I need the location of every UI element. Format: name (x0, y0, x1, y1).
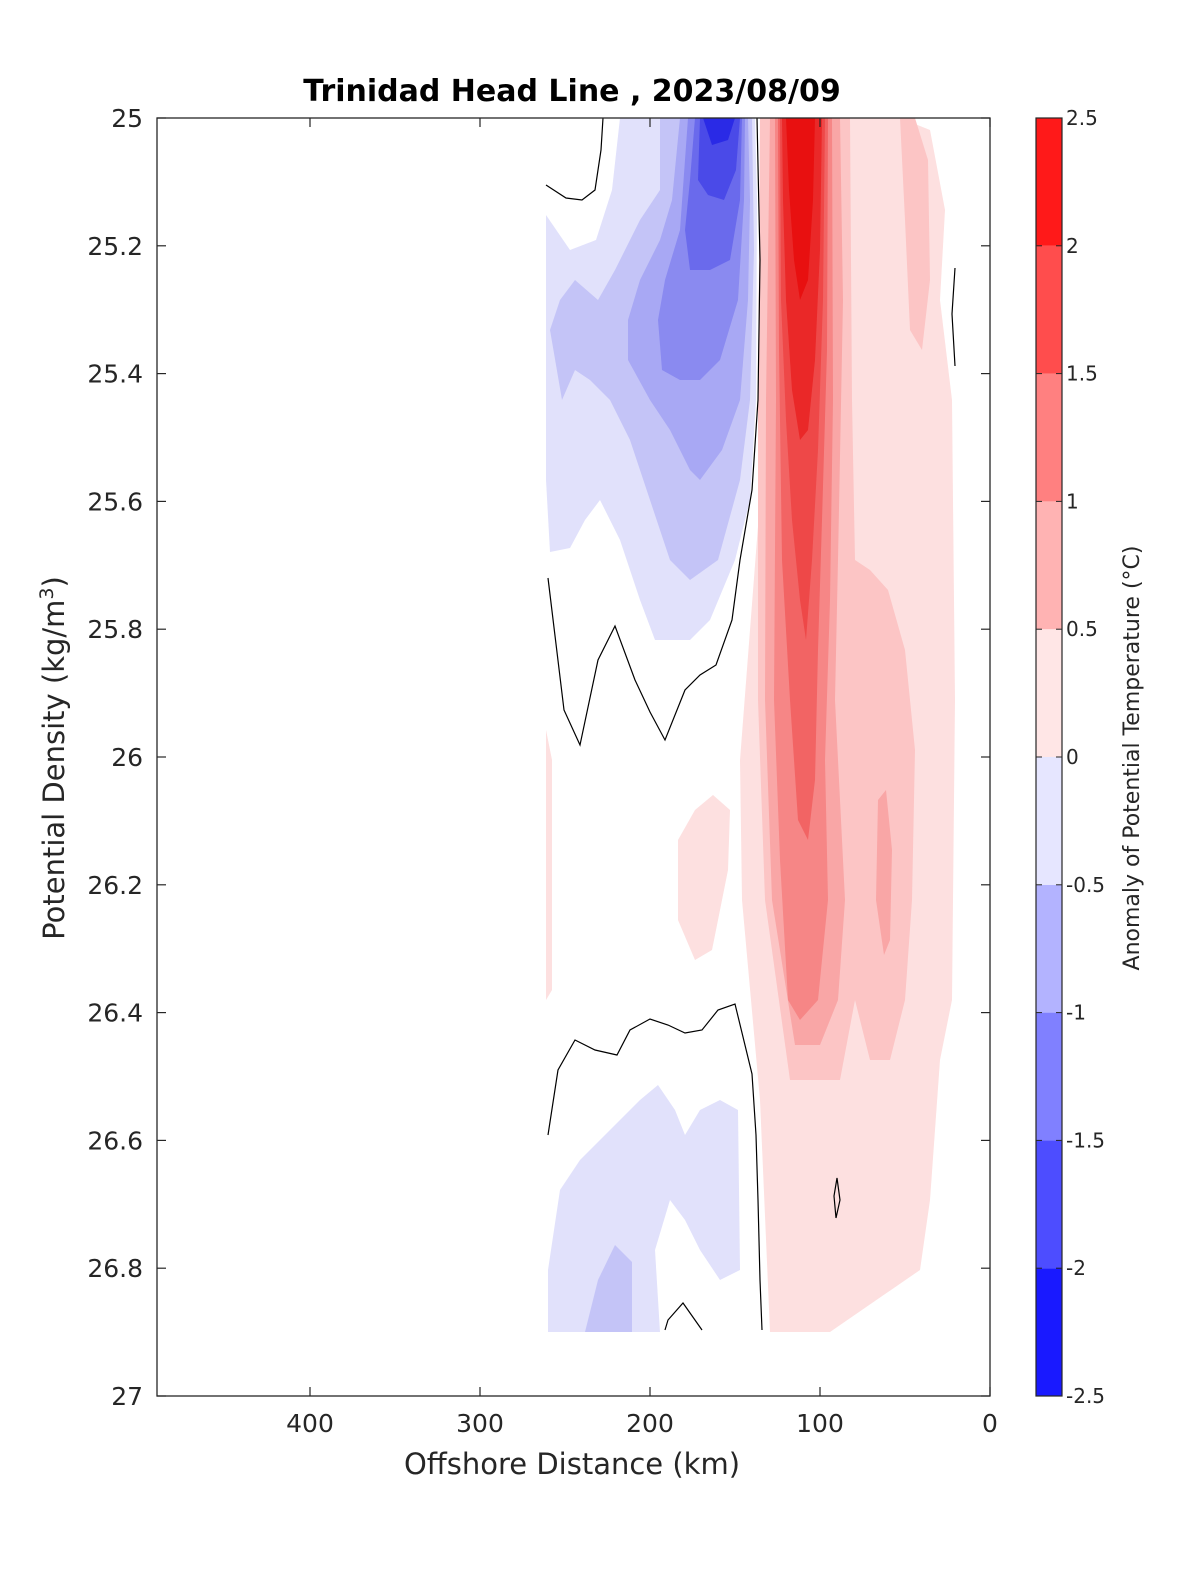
x-axis-ticks: 400 300 200 100 0 (286, 118, 998, 1438)
y-tick-label: 26.4 (87, 999, 143, 1028)
contour-fill (546, 118, 955, 1332)
colorbar-tick-label: 0.5 (1066, 617, 1098, 641)
y-tick-label: 26.6 (87, 1126, 143, 1155)
colorbar-segment (1036, 1140, 1062, 1269)
colorbar-ticks: 2.5 2 1.5 1 0.5 0 -0.5 -1 -1.5 -2 -2.5 (1036, 106, 1105, 1408)
x-tick-label: 0 (982, 1409, 998, 1438)
colorbar-segment (1036, 1268, 1062, 1396)
colorbar-tick-label: -1 (1066, 1001, 1086, 1025)
colorbar-tick-label: 0 (1066, 745, 1079, 769)
colorbar-segment (1036, 757, 1062, 885)
colorbar-segment (1036, 245, 1062, 374)
x-tick-label: 400 (286, 1409, 334, 1438)
x-tick-label: 100 (796, 1409, 844, 1438)
colorbar-tick-label: -2 (1066, 1256, 1086, 1280)
colorbar-tick-label: 1.5 (1066, 362, 1098, 386)
colorbar-segment (1036, 1012, 1062, 1141)
cold-core-1.75 (703, 118, 735, 145)
chart-title: Trinidad Head Line , 2023/08/09 (303, 74, 840, 109)
x-tick-label: 200 (626, 1409, 674, 1438)
y-tick-label: 25 (111, 104, 143, 133)
deep-cold-region-0.5 (585, 1245, 632, 1332)
y-axis-ticks: 25 25.2 25.4 25.6 25.8 26 26.2 26.4 26.6 26.8 27 (87, 104, 990, 1411)
y-tick-label: 25.2 (87, 232, 143, 261)
colorbar-tick-label: 2.5 (1066, 106, 1098, 130)
warm-strip-0.5 (900, 118, 930, 350)
colorbar-tick-label: 1 (1066, 489, 1079, 513)
y-tick-label: 25.8 (87, 615, 143, 644)
colorbar-segment (1036, 118, 1062, 246)
colorbar-segment (1036, 884, 1062, 1013)
cold-region-1.5 (698, 118, 740, 200)
colorbar-segment (1036, 629, 1062, 757)
warm-core-2.5 (786, 118, 815, 300)
y-tick-label: 27 (111, 1382, 143, 1411)
y-tick-label: 26 (111, 743, 143, 772)
plot-area (156, 117, 991, 1397)
warm-patch-0.25 (678, 795, 730, 960)
warm-patch-0.75 (876, 790, 892, 955)
zero-contour-lines (545, 117, 956, 1331)
colorbar-tick-label: -0.5 (1066, 873, 1105, 897)
y-axis-label: Potential Density (kg/m3) (36, 576, 71, 940)
x-axis-label: Offshore Distance (km) (404, 1447, 740, 1481)
colorbar-tick-label: -2.5 (1066, 1384, 1105, 1408)
deep-cold-region-0.25 (548, 1085, 740, 1332)
y-tick-label: 26.8 (87, 1254, 143, 1283)
colorbar-tick-label: -1.5 (1066, 1128, 1105, 1152)
colorbar (1035, 117, 1063, 1397)
colorbar-tick-label: 2 (1066, 234, 1079, 258)
colorbar-label: Anomaly of Potential Temperature (°C) (1120, 546, 1145, 971)
y-axis-label-sup: 3 (36, 587, 58, 599)
y-tick-label: 25.4 (87, 360, 143, 389)
colorbar-segment (1036, 501, 1062, 630)
y-tick-label: 26.2 (87, 871, 143, 900)
warm-sliver-0.25 (546, 730, 552, 1000)
colorbar-segment (1036, 373, 1062, 502)
y-axis-label-main: Potential Density (kg/m (37, 600, 71, 940)
x-tick-label: 300 (456, 1409, 504, 1438)
y-axis-label-end: ) (37, 576, 71, 587)
y-tick-label: 25.6 (87, 487, 143, 516)
